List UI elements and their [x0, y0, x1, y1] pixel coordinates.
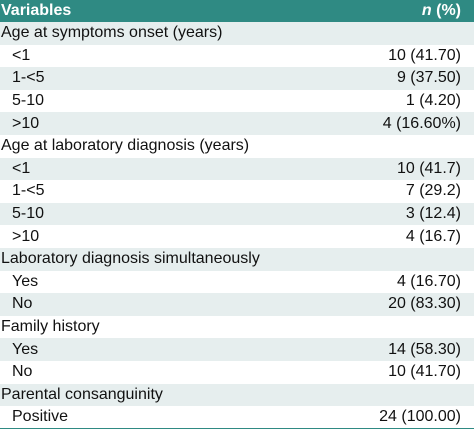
row-value: 10 (41.70): [388, 46, 461, 64]
row-label: >10: [12, 114, 40, 132]
row-value: 4 (16.7): [405, 227, 461, 245]
row-value: 10 (41.7): [396, 159, 461, 177]
row-label: Yes: [12, 340, 39, 358]
row-value: 24 (100.00): [379, 407, 461, 425]
header-n: n: [421, 2, 432, 19]
row-label: 1-<5: [12, 182, 45, 200]
table-row: 5-10 1 (4.20): [0, 90, 474, 113]
table-row: No 20 (83.30): [0, 293, 474, 316]
table-group-row: Age at symptoms onset (years): [0, 22, 474, 45]
table-row: No 10 (41.70): [0, 361, 474, 384]
header-percent: (%): [431, 2, 461, 19]
row-value: 1 (4.20): [405, 92, 461, 110]
row-label: Parental consanguinity: [1, 385, 163, 403]
row-label: No: [12, 363, 33, 381]
row-value: 7 (29.2): [405, 182, 461, 200]
row-label: 1-<5: [12, 69, 45, 87]
header-n-percent: n (%): [422, 2, 461, 20]
row-value: 4 (16.60%): [382, 114, 461, 132]
row-value: 3 (12.4): [405, 205, 461, 223]
row-value: 9 (37.50): [396, 69, 461, 87]
row-label: >10: [12, 227, 40, 245]
table-row: Yes 14 (58.30): [0, 338, 474, 361]
header-variables: Variables: [1, 2, 72, 19]
table-row: <1 10 (41.70): [0, 45, 474, 68]
row-label: No: [12, 295, 33, 313]
table-header: Variables n (%): [0, 0, 474, 22]
table-body: Age at symptoms onset (years) <1 10 (41.70…: [0, 22, 474, 429]
row-label: Family history: [1, 318, 100, 336]
table-row: Positive 24 (100.00): [0, 406, 474, 429]
table-row: 1-<5 7 (29.2): [0, 180, 474, 203]
table-row: 5-10 3 (12.4): [0, 202, 474, 226]
row-label: 5-10: [12, 92, 45, 110]
row-label: Yes: [12, 272, 39, 290]
table-row: 1-<5 9 (37.50): [0, 67, 474, 90]
row-label: Age at symptoms onset (years): [1, 24, 223, 42]
row-label: Laboratory diagnosis simultaneously: [1, 250, 260, 268]
row-label: Age at laboratory diagnosis (years): [1, 137, 250, 155]
table-group-row: Age at laboratory diagnosis (years): [0, 135, 474, 158]
table-row: >10 4 (16.7): [0, 225, 474, 248]
row-value: 10 (41.70): [388, 363, 461, 381]
row-label: Positive: [12, 407, 69, 425]
row-value: 4 (16.70): [396, 272, 461, 290]
table-group-row: Family history: [0, 316, 474, 339]
row-value: 14 (58.30): [388, 340, 461, 358]
row-label: 5-10: [12, 205, 45, 223]
row-label: <1: [12, 46, 31, 64]
table-row: <1 10 (41.7): [0, 157, 474, 181]
table-group-row: Laboratory diagnosis simultaneously: [0, 247, 474, 271]
table-row: Yes 4 (16.70): [0, 271, 474, 294]
row-value: 20 (83.30): [388, 295, 461, 313]
table-row: >10 4 (16.60%): [0, 112, 474, 135]
table-group-row: Parental consanguinity: [0, 383, 474, 407]
row-label: <1: [12, 159, 31, 177]
